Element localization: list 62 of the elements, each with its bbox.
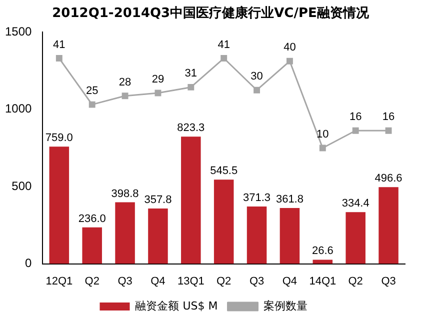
data-label: 334.4 bbox=[342, 198, 370, 210]
x-tick-label: 14Q1 bbox=[309, 275, 336, 288]
point bbox=[352, 127, 359, 134]
point bbox=[122, 92, 128, 100]
bar bbox=[214, 180, 234, 264]
x-tick-label: Q4 bbox=[282, 275, 298, 288]
bar bbox=[148, 208, 168, 264]
bar bbox=[181, 136, 201, 264]
data-label: 29 bbox=[152, 74, 164, 86]
data-label: 41 bbox=[218, 38, 230, 51]
data-label: 759.0 bbox=[45, 132, 73, 144]
y-tick-label: 0 bbox=[25, 256, 32, 270]
data-label: 30 bbox=[250, 70, 263, 83]
point bbox=[286, 58, 293, 64]
legend-label: 融资金额 US$ M bbox=[135, 299, 218, 312]
x-tick-label: Q2 bbox=[84, 275, 100, 288]
x-tick-label: Q4 bbox=[150, 275, 166, 288]
data-label: 236.0 bbox=[78, 212, 106, 225]
bar bbox=[49, 146, 70, 264]
x-tick-label: Q2 bbox=[348, 275, 363, 288]
legend-label: 案例数量 bbox=[263, 299, 308, 312]
point bbox=[88, 101, 96, 108]
x-tick-label: Q3 bbox=[381, 275, 396, 288]
bar bbox=[280, 208, 300, 264]
x-tick-label: Q3 bbox=[118, 275, 132, 288]
bar bbox=[378, 187, 398, 264]
data-label: 361.8 bbox=[276, 193, 304, 206]
data-label: 28 bbox=[118, 76, 132, 88]
x-tick-label: Q3 bbox=[249, 275, 264, 288]
data-label: 823.3 bbox=[177, 122, 205, 134]
bar bbox=[312, 260, 333, 264]
bar bbox=[346, 212, 366, 264]
data-label: 31 bbox=[184, 68, 198, 80]
data-label: 40 bbox=[284, 42, 296, 54]
bar bbox=[82, 227, 102, 264]
point bbox=[154, 90, 162, 96]
chart-title: 2012Q1-2014Q3中国医疗健康行业VC/PE融资情况 bbox=[51, 4, 370, 22]
x-tick-label: 13Q1 bbox=[177, 275, 204, 288]
bar bbox=[246, 206, 267, 264]
point bbox=[319, 144, 326, 152]
data-label: 16 bbox=[349, 111, 362, 124]
y-tick-label: 1000 bbox=[4, 102, 32, 116]
data-label: 16 bbox=[382, 111, 395, 124]
data-label: 26.6 bbox=[312, 245, 334, 258]
x-tick-label: 12Q1 bbox=[46, 275, 73, 288]
data-label: 545.5 bbox=[210, 165, 238, 178]
point bbox=[220, 55, 228, 62]
data-label: 398.8 bbox=[111, 188, 139, 200]
data-label: 371.3 bbox=[243, 192, 271, 204]
x-tick-label: Q2 bbox=[216, 275, 232, 288]
y-tick-label: 1500 bbox=[4, 24, 32, 39]
data-label: 41 bbox=[53, 38, 66, 51]
data-label: 357.8 bbox=[144, 194, 172, 206]
data-label: 25 bbox=[86, 85, 98, 98]
data-label: 10 bbox=[316, 128, 329, 141]
data-label: 496.6 bbox=[374, 172, 402, 185]
point bbox=[254, 86, 260, 94]
point bbox=[385, 127, 392, 134]
point bbox=[188, 84, 194, 90]
y-tick-label: 500 bbox=[12, 178, 32, 193]
bar bbox=[115, 202, 135, 264]
point bbox=[56, 55, 62, 62]
